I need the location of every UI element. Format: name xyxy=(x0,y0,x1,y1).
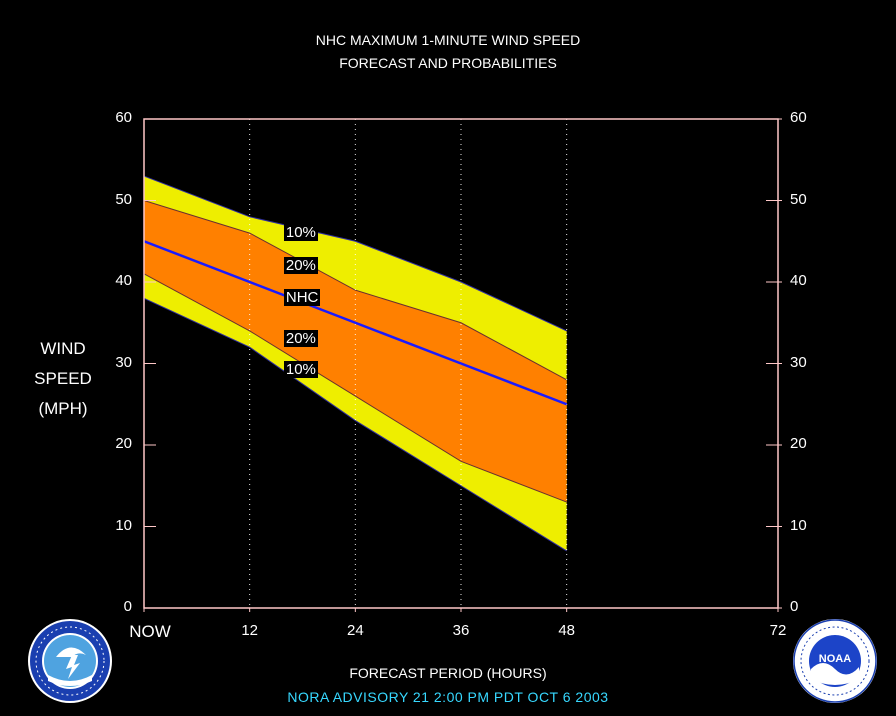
y-tick-label-right: 50 xyxy=(790,190,807,208)
band-label-nhc: NHC xyxy=(283,289,321,307)
band-label-10-upper: 10% xyxy=(283,224,318,242)
series-line-lower-10 xyxy=(143,297,567,552)
x-tick-label: 36 xyxy=(452,622,470,639)
y-tick-label-left: 30 xyxy=(115,353,132,371)
noaa-logo: NOAA xyxy=(793,619,877,703)
band-label-20-upper: 20% xyxy=(283,256,318,274)
y-tick-label-right: 40 xyxy=(790,272,807,289)
y-tick-label-left: 20 xyxy=(115,435,132,452)
y-tick-label-left: 10 xyxy=(115,516,132,534)
advisory-footer: NORA ADVISORY 21 2:00 PM PDT OCT 6 2003 xyxy=(287,689,609,705)
noaa-logo-text: NOAA xyxy=(819,653,851,665)
y-axis-label-units: (MPH) xyxy=(38,399,88,418)
x-tick-label: NOW xyxy=(129,622,171,641)
series-line-upper-20 xyxy=(143,200,567,381)
y-tick-label-left: 40 xyxy=(115,272,132,289)
x-tick-label: 72 xyxy=(769,622,787,639)
band-label-20-lower: 20% xyxy=(283,330,318,348)
y-tick-label-right: 0 xyxy=(790,598,799,615)
y-tick-label-right: 60 xyxy=(790,109,807,126)
y-tick-label-left: 60 xyxy=(115,109,132,126)
y-tick-label-right: 20 xyxy=(790,435,807,452)
y-tick-label-right: 30 xyxy=(790,353,807,371)
band-20-percent xyxy=(144,200,567,503)
series-line-upper-10 xyxy=(143,175,567,332)
series-line-nhc xyxy=(143,240,568,406)
x-axis-label: FORECAST PERIOD (HOURS) xyxy=(349,665,547,681)
y-tick-label-left: 0 xyxy=(123,598,132,615)
y-axis-label-speed: SPEED xyxy=(34,369,92,388)
band-label-10-lower: 10% xyxy=(283,361,318,379)
y-axis-label-wind: WIND xyxy=(40,339,86,358)
y-tick-label-right: 10 xyxy=(790,516,807,534)
x-tick-label: 48 xyxy=(558,622,575,639)
series-line-lower-20 xyxy=(143,273,567,503)
y-tick-label-left: 50 xyxy=(115,190,132,208)
x-tick-label: 12 xyxy=(241,622,258,639)
chart-title-line1: NHC MAXIMUM 1-MINUTE WIND SPEED xyxy=(315,32,581,48)
chart-title-line2: FORECAST AND PROBABILITIES xyxy=(339,55,557,71)
x-tick-label: 24 xyxy=(346,622,364,639)
nws-logo xyxy=(28,619,112,703)
